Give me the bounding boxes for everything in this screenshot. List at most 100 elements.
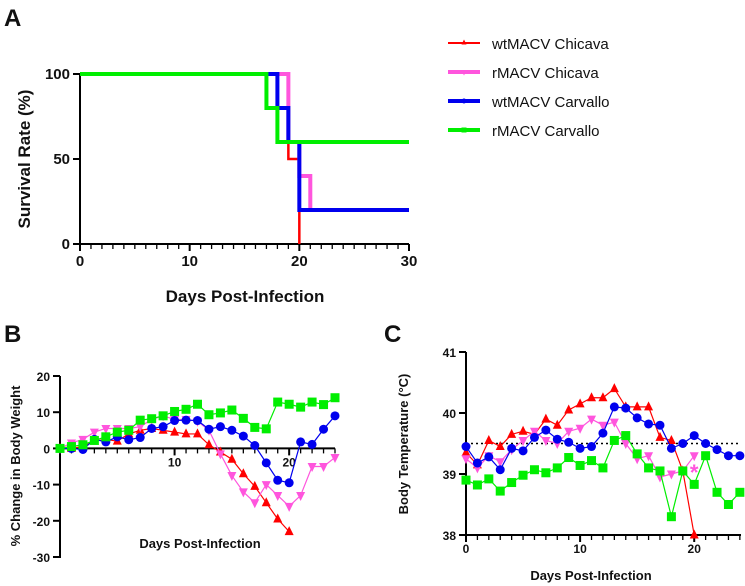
data-point-C-rCarvallo <box>461 475 471 485</box>
data-point-B-wtChicava <box>227 453 237 463</box>
y-tick-label-C: 39 <box>443 468 457 482</box>
data-point-B-rCarvallo <box>158 411 168 421</box>
data-point-B-rChicava <box>284 502 294 512</box>
data-point-C-rChicava <box>666 470 676 480</box>
data-point-B-wtChicava <box>261 497 271 507</box>
data-point-C-rChicava <box>655 473 665 483</box>
data-point-C-rChicava <box>495 458 505 468</box>
data-point-C-rCarvallo <box>666 512 676 522</box>
data-point-B-rChicava <box>296 491 306 501</box>
series-line-C-wtCarvallo <box>465 406 740 471</box>
y-tick-label-A: 0 <box>62 236 70 253</box>
survival-line-wtCarvallo <box>80 72 409 212</box>
x-tick-label-A: 20 <box>291 253 308 270</box>
data-point-B-rChicava <box>238 488 248 498</box>
data-point-B-rCarvallo <box>66 442 76 452</box>
data-point-B-rChicava <box>250 499 260 509</box>
legend-marker-wtChicava <box>461 39 467 45</box>
data-point-B-wtChicava <box>170 426 180 436</box>
legend-marker-rCarvallo <box>461 127 467 133</box>
data-point-C-wtCarvallo <box>552 434 562 444</box>
data-point-B-rCarvallo <box>89 435 99 445</box>
data-point-B-rCarvallo <box>307 397 317 407</box>
data-point-B-rChicava <box>319 463 329 472</box>
data-point-C-wtChicava <box>495 441 505 451</box>
y-tick-label-A: 50 <box>53 151 70 168</box>
data-point-B-rCarvallo <box>55 443 65 453</box>
data-point-C-rChicava <box>518 436 528 446</box>
y-tick-label-C: 40 <box>443 407 457 421</box>
data-point-C-wtChicava <box>518 425 528 435</box>
data-point-C-wtChicava <box>598 392 608 402</box>
data-point-C-wtCarvallo <box>655 420 665 430</box>
data-point-C-wtChicava <box>541 413 551 423</box>
data-point-C-rCarvallo <box>644 463 654 473</box>
data-point-C-wtCarvallo <box>678 439 688 448</box>
data-point-C-wtCarvallo <box>564 437 574 447</box>
data-point-C-wtChicava <box>609 383 619 393</box>
data-point-B-wtCarvallo <box>193 416 202 426</box>
data-point-C-rChicava <box>541 436 551 446</box>
data-point-B-rCarvallo <box>78 440 88 450</box>
data-point-B-rCarvallo <box>147 414 157 424</box>
y-tick-label-B: -20 <box>33 515 51 529</box>
survival-line-rCarvallo <box>80 72 409 144</box>
data-point-C-wtCarvallo <box>575 443 585 453</box>
data-point-B-rCarvallo <box>319 400 329 410</box>
panel-label-B: B <box>4 321 21 348</box>
data-point-C-rCarvallo <box>689 479 699 489</box>
y-tick-label-B: 10 <box>37 406 51 420</box>
data-point-B-rChicava <box>273 491 283 501</box>
data-point-C-wtChicava <box>632 401 642 411</box>
y-tick-label-B: -30 <box>33 551 51 565</box>
y-axis-label-A: Survival Rate (%) <box>15 90 34 229</box>
data-point-C-rChicava <box>564 427 574 437</box>
data-point-B-rCarvallo <box>261 424 271 434</box>
data-point-C-wtCarvallo <box>666 443 676 453</box>
data-point-C-wtCarvallo <box>689 431 699 441</box>
data-point-C-wtChicava <box>564 404 574 414</box>
data-point-B-rCarvallo <box>135 415 145 425</box>
data-point-B-wtCarvallo <box>135 433 145 443</box>
data-point-B-wtChicava <box>204 439 214 449</box>
data-point-C-rCarvallo <box>655 466 665 476</box>
data-point-C-rCarvallo <box>472 480 482 490</box>
data-point-C-rChicava <box>587 415 597 425</box>
y-tick-label-C: 38 <box>443 529 457 543</box>
data-point-C-wtCarvallo <box>495 465 505 475</box>
x-axis-label-C: Days Post-Infection <box>530 568 651 583</box>
data-point-B-rCarvallo <box>215 408 225 418</box>
y-tick-label-B: -10 <box>33 479 51 493</box>
data-point-C-rChicava <box>609 418 619 428</box>
data-point-C-rCarvallo <box>587 456 597 466</box>
data-point-B-rCarvallo <box>296 402 306 412</box>
x-tick-label-B: 10 <box>168 455 182 469</box>
data-point-C-rCarvallo <box>735 487 745 497</box>
data-point-C-wtCarvallo <box>587 442 597 452</box>
data-point-B-wtChicava <box>273 513 283 523</box>
data-point-C-wtCarvallo <box>632 413 642 423</box>
y-tick-label-B: 20 <box>37 370 51 384</box>
data-point-C-rCarvallo <box>518 470 528 480</box>
data-point-C-rCarvallo <box>495 486 505 496</box>
data-point-C-rCarvallo <box>575 460 585 470</box>
data-point-C-wtCarvallo <box>621 403 631 413</box>
data-point-B-wtCarvallo <box>307 439 317 449</box>
data-point-B-rChicava <box>227 472 237 482</box>
data-point-B-wtCarvallo <box>330 411 340 421</box>
y-tick-label-A: 100 <box>45 66 70 83</box>
data-point-C-wtChicava <box>587 392 597 402</box>
data-point-C-wtCarvallo <box>701 439 711 448</box>
panel-label-C: C <box>384 321 401 348</box>
data-point-C-rChicava <box>575 424 585 434</box>
data-point-C-wtCarvallo <box>507 443 517 453</box>
data-point-C-wtCarvallo <box>484 452 494 462</box>
data-point-C-wtChicava <box>689 529 699 539</box>
data-point-C-wtCarvallo <box>644 419 654 429</box>
data-point-B-rCarvallo <box>112 427 122 437</box>
data-point-B-wtChicava <box>250 480 260 490</box>
data-point-C-rChicava <box>644 452 654 462</box>
data-point-B-wtChicava <box>238 468 248 478</box>
x-tick-label-A: 10 <box>181 253 198 270</box>
data-point-B-wtCarvallo <box>204 424 214 434</box>
